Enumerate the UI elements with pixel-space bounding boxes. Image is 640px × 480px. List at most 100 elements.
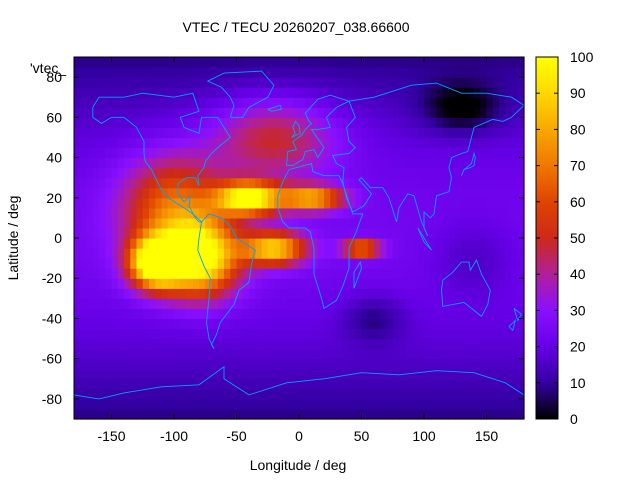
heatmap-cell bbox=[99, 248, 106, 259]
heatmap-cell bbox=[317, 107, 325, 118]
heatmap-cell bbox=[161, 298, 169, 309]
heatmap-cell bbox=[367, 57, 375, 68]
heatmap-cell bbox=[486, 268, 494, 279]
heatmap-cell bbox=[511, 197, 519, 209]
heatmap-cell bbox=[461, 398, 469, 410]
heatmap-cell bbox=[499, 318, 506, 330]
heatmap-cell bbox=[174, 298, 181, 309]
heatmap-cell bbox=[274, 258, 281, 269]
heatmap-cell bbox=[305, 398, 313, 410]
heatmap-cell bbox=[392, 67, 400, 78]
heatmap-cell bbox=[342, 368, 350, 380]
heatmap-cell bbox=[517, 368, 525, 380]
heatmap-cell bbox=[405, 298, 413, 309]
heatmap-cell bbox=[499, 67, 506, 78]
heatmap-cell bbox=[411, 137, 419, 149]
heatmap-cell bbox=[117, 167, 125, 179]
heatmap-cell bbox=[117, 117, 125, 128]
heatmap-cell bbox=[80, 217, 88, 229]
heatmap-cell bbox=[117, 238, 125, 249]
heatmap-cell bbox=[211, 227, 219, 239]
heatmap-cell bbox=[411, 318, 419, 330]
heatmap-cell bbox=[224, 318, 231, 330]
heatmap-cell bbox=[486, 398, 494, 410]
heatmap-cell bbox=[142, 348, 150, 360]
heatmap-cell bbox=[149, 288, 156, 299]
heatmap-cell bbox=[374, 298, 381, 309]
heatmap-cell bbox=[517, 57, 525, 68]
heatmap-cell bbox=[280, 268, 288, 279]
heatmap-cell bbox=[392, 57, 400, 68]
heatmap-cell bbox=[461, 348, 469, 360]
heatmap-cell bbox=[349, 187, 356, 199]
heatmap-cell bbox=[86, 187, 94, 199]
heatmap-cell bbox=[92, 57, 100, 68]
y-tick-label: -60 bbox=[42, 351, 62, 367]
colorbar-tick-label: 30 bbox=[570, 302, 586, 318]
heatmap-cell bbox=[286, 187, 294, 199]
heatmap-cell bbox=[267, 278, 275, 289]
heatmap-cell bbox=[399, 57, 406, 68]
heatmap-cell bbox=[192, 157, 200, 169]
heatmap-cell bbox=[80, 358, 88, 370]
colorbar-tick-label: 80 bbox=[570, 121, 586, 137]
heatmap-cell bbox=[255, 258, 263, 269]
heatmap-cell bbox=[105, 298, 113, 309]
heatmap-cell bbox=[86, 298, 94, 309]
heatmap-cell bbox=[311, 398, 319, 410]
heatmap-cell bbox=[149, 137, 156, 149]
heatmap-cell bbox=[305, 368, 313, 380]
heatmap-cell bbox=[392, 207, 400, 219]
heatmap-cell bbox=[255, 117, 263, 128]
colorbar-tick-label: 50 bbox=[570, 230, 586, 246]
heatmap-cell bbox=[480, 147, 488, 159]
heatmap-cell bbox=[105, 248, 113, 259]
heatmap-cell bbox=[467, 167, 475, 179]
heatmap-cell bbox=[236, 157, 244, 169]
heatmap-cell bbox=[224, 97, 231, 108]
heatmap-cell bbox=[492, 388, 500, 400]
heatmap-cell bbox=[111, 258, 119, 269]
heatmap-cell bbox=[474, 157, 481, 169]
heatmap-cell bbox=[342, 348, 350, 360]
heatmap-cell bbox=[311, 67, 319, 78]
heatmap-cell bbox=[161, 57, 169, 68]
heatmap-cell bbox=[499, 147, 506, 159]
heatmap-cell bbox=[455, 217, 463, 229]
heatmap-cell bbox=[124, 278, 131, 289]
heatmap-cell bbox=[186, 67, 194, 78]
heatmap-cell bbox=[467, 57, 475, 68]
heatmap-cell bbox=[417, 278, 425, 289]
heatmap-cell bbox=[455, 147, 463, 159]
heatmap-cell bbox=[236, 177, 244, 189]
heatmap-cell bbox=[274, 328, 281, 340]
heatmap-cell bbox=[292, 328, 300, 340]
heatmap-cell bbox=[86, 137, 94, 149]
heatmap-cell bbox=[217, 258, 225, 269]
heatmap-cell bbox=[261, 147, 269, 159]
heatmap-cell bbox=[499, 217, 506, 229]
heatmap-cell bbox=[480, 207, 488, 219]
heatmap-cell bbox=[74, 288, 81, 299]
heatmap-cell bbox=[149, 408, 156, 420]
heatmap-cell bbox=[505, 197, 513, 209]
heatmap-cell bbox=[517, 167, 525, 179]
heatmap-cell bbox=[167, 117, 175, 128]
heatmap-cell bbox=[142, 177, 150, 189]
heatmap-cell bbox=[180, 358, 188, 370]
heatmap-cell bbox=[405, 318, 413, 330]
heatmap-cell bbox=[292, 217, 300, 229]
heatmap-cell bbox=[311, 278, 319, 289]
heatmap-cell bbox=[136, 177, 144, 189]
heatmap-cell bbox=[399, 177, 406, 189]
heatmap-cell bbox=[330, 197, 338, 209]
x-tick-label: -50 bbox=[226, 428, 246, 444]
heatmap-cell bbox=[74, 157, 81, 169]
heatmap-cell bbox=[92, 378, 100, 390]
heatmap-cell bbox=[161, 167, 169, 179]
heatmap-cell bbox=[224, 408, 231, 420]
heatmap-cell bbox=[392, 107, 400, 118]
heatmap-cell bbox=[192, 338, 200, 350]
heatmap-cell bbox=[192, 358, 200, 370]
heatmap-cell bbox=[330, 278, 338, 289]
